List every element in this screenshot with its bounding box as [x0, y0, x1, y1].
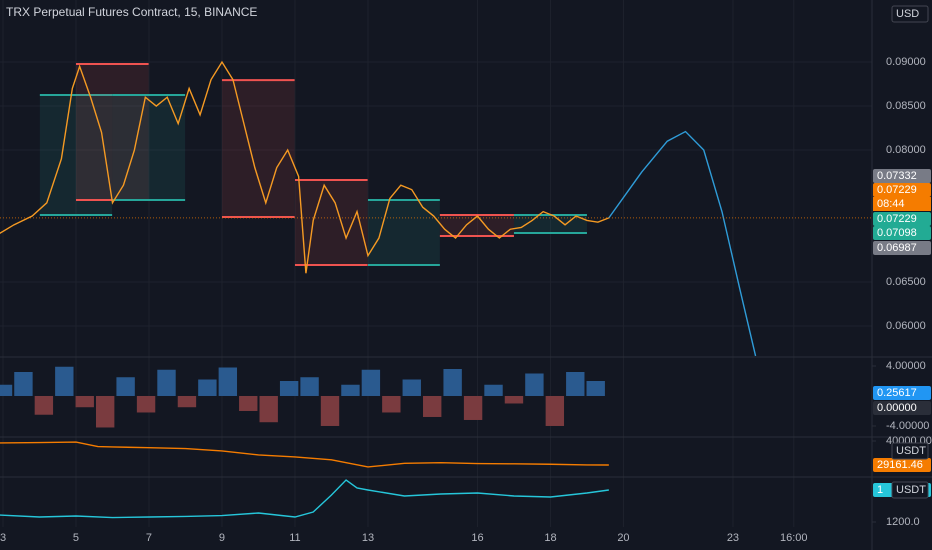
x-tick-label: 11: [289, 532, 300, 544]
y-tick-label: 0.06000: [886, 320, 926, 332]
price-badge-label: 0.06987: [877, 242, 917, 254]
price-badge-label: 0.07229: [877, 213, 917, 225]
histogram-bar: [198, 379, 217, 396]
price-badge: [873, 386, 931, 400]
zone: [75, 64, 149, 201]
histogram-bar: [14, 371, 33, 396]
histogram-bar: [218, 367, 238, 396]
price-badge: [873, 401, 931, 415]
x-tick-label: 23: [727, 532, 739, 544]
currency-box: [891, 481, 929, 499]
plot: [0, 60, 872, 519]
x-tick-label: 7: [146, 532, 152, 544]
y-tick-label: 0.08000: [886, 144, 926, 156]
histogram-bar: [443, 368, 462, 396]
histogram-bar: [239, 395, 258, 411]
price-badge-label: 0.07098: [877, 227, 917, 239]
histogram-bar: [463, 395, 483, 420]
series-line: [0, 479, 609, 519]
x-tick-label: 13: [362, 532, 374, 544]
price-badge-label: 0.00000: [877, 402, 917, 414]
x-tick-label: 9: [219, 532, 225, 544]
y-tick-label: 1200.0: [886, 516, 920, 528]
histogram-bar: [300, 377, 319, 396]
y-tick-label: 0.08500: [886, 100, 926, 112]
zone: [221, 80, 295, 217]
price-badge-label: 0.07332: [877, 170, 917, 182]
histogram-bar: [361, 369, 381, 396]
histogram-bar: [545, 395, 565, 426]
histogram-bar: [177, 395, 197, 408]
currency-box: [891, 442, 929, 460]
zone: [513, 214, 587, 234]
x-tick-label: 18: [544, 532, 556, 544]
y-tick-label: 0.06500: [886, 276, 926, 288]
price-badge: [873, 241, 931, 255]
x-tick-label: 5: [73, 532, 79, 544]
histogram-bar: [279, 380, 299, 396]
histogram-bar: [504, 395, 524, 404]
price-badge-label: 0.25617: [877, 387, 917, 399]
histogram-bar: [586, 380, 605, 396]
histogram-bar: [259, 395, 278, 423]
countdown-label: 08:44: [877, 198, 905, 210]
histogram-bar: [525, 373, 544, 396]
chart-title: TRX Perpetual Futures Contract, 15, BINA…: [6, 5, 257, 19]
histogram-bar: [402, 379, 421, 396]
histogram-bar: [484, 384, 503, 396]
zone: [39, 95, 113, 216]
price-badge: [873, 458, 931, 472]
x-tick-label: 16:00: [780, 532, 808, 544]
currency-label: USDT: [896, 445, 926, 457]
histogram-bar: [136, 395, 156, 413]
countdown-badge: [873, 197, 931, 211]
histogram-bar: [382, 395, 401, 413]
price-badge-label: 1: [877, 484, 883, 496]
price-badge: [873, 212, 931, 226]
x-tick-label: 20: [617, 532, 629, 544]
histogram-bar: [95, 395, 115, 428]
x-tick-label: 16: [471, 532, 483, 544]
currency-label: USDT: [896, 484, 926, 496]
price-badge: [873, 226, 931, 240]
histogram-bar: [157, 369, 176, 396]
histogram-bar: [320, 395, 340, 426]
series-line: [608, 130, 757, 357]
y-tick-label: 4.00000: [886, 360, 926, 372]
x-tick-label: 3: [0, 532, 6, 544]
histogram-bar: [423, 395, 442, 417]
histogram-bar: [341, 384, 360, 396]
zone: [439, 214, 514, 237]
series-line: [0, 441, 609, 468]
price-badge-label: 29161.46: [877, 459, 923, 471]
grid: [0, 0, 932, 527]
price-badge-label: 0.07229: [877, 184, 917, 196]
histogram-bar: [34, 395, 54, 415]
histogram-bar: [0, 384, 13, 396]
y-tick-label: 0.09000: [886, 56, 926, 68]
histogram-bar: [116, 377, 135, 396]
histogram-bar: [55, 366, 74, 396]
price-badge: [873, 183, 931, 197]
currency-label: USD: [896, 8, 919, 20]
histogram-bar: [75, 395, 94, 408]
histogram-bar: [566, 371, 585, 396]
currency-box: [891, 5, 929, 23]
y-tick-label: -4.00000: [886, 420, 929, 432]
series-line: [0, 60, 610, 274]
zone: [294, 180, 368, 266]
zone: [367, 200, 440, 266]
price-badge: [873, 169, 931, 183]
